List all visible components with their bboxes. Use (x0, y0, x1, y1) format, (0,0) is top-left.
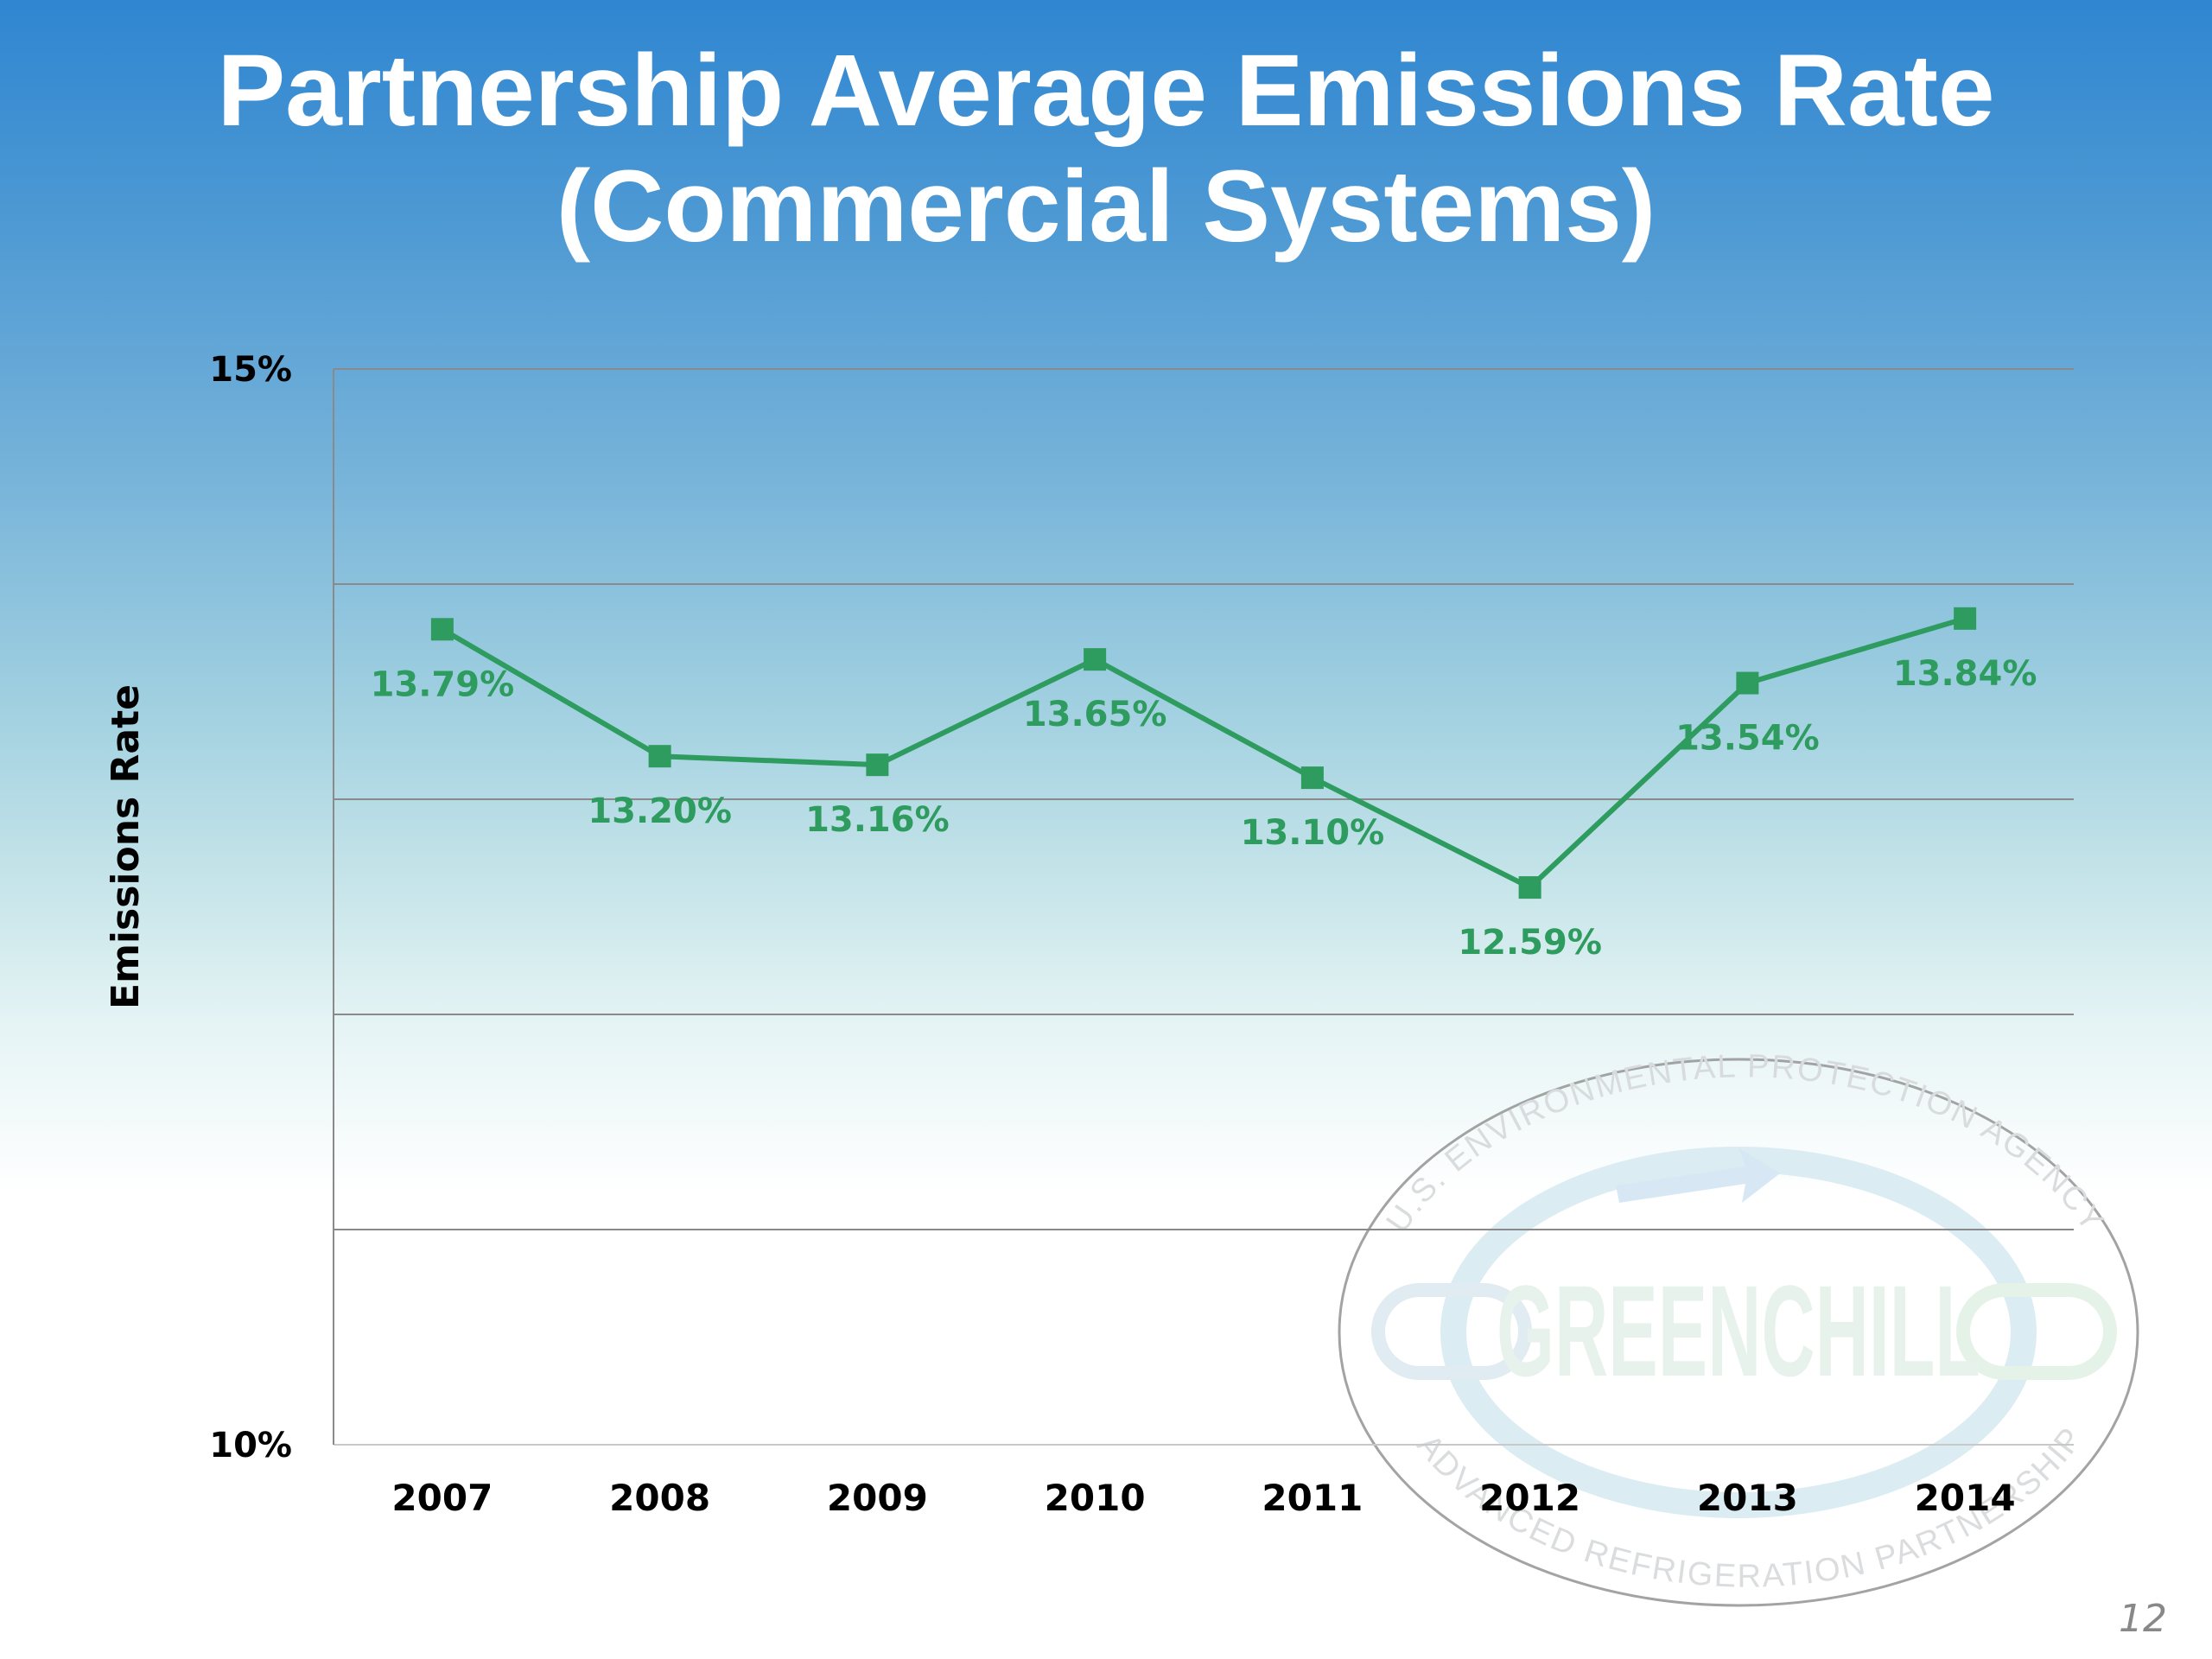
logo-pill-right (1956, 1283, 2117, 1380)
data-label: 13.10% (1241, 813, 1385, 853)
data-point-marker (1084, 648, 1107, 671)
series-line (441, 615, 1966, 891)
data-label: 13.84% (1893, 654, 2037, 694)
logo-wordmark: GREENCHILL (1497, 1258, 1980, 1403)
data-point-marker (1300, 766, 1324, 790)
x-tick-labels: 2007 2008 2009 2010 2011 2012 2013 2014 (391, 1477, 2015, 1519)
data-point-marker (1518, 876, 1541, 899)
logo-inner-ring (1440, 1147, 2037, 1518)
data-point-marker (1954, 607, 1977, 630)
x-tick-label: 2012 (1479, 1477, 1580, 1519)
logo-ring (1338, 1058, 2139, 1607)
x-tick-label: 2014 (1915, 1477, 2016, 1519)
greenchill-logo-watermark: GREENCHILL U.S. ENVIRONMENTAL PROTECTION… (1338, 1048, 2139, 1607)
title-line-2: (Commercial Systems) (556, 149, 1656, 264)
gridlines (334, 368, 2074, 1446)
data-point-marker (1736, 671, 1759, 695)
x-tick-label: 2009 (827, 1477, 928, 1519)
logo-top-text: U.S. ENVIRONMENTAL PROTECTION AGENCY (1380, 1048, 2112, 1239)
x-tick-label: 2008 (609, 1477, 710, 1519)
data-point-marker (866, 753, 889, 777)
title-line-1: Partnership Average Emissions Rate (217, 34, 1995, 148)
data-label: 12.59% (1458, 923, 1602, 963)
logo-arrow-icon (1616, 1147, 1780, 1203)
x-tick-label: 2011 (1262, 1477, 1363, 1519)
data-label: 13.79% (371, 664, 515, 704)
page-number: 12 (2119, 1597, 2167, 1641)
slide-title: Partnership Average Emissions Rate (Comm… (0, 33, 2212, 264)
data-label: 13.16% (805, 800, 950, 840)
data-point-marker (430, 618, 454, 641)
logo-pill-left (1371, 1283, 1532, 1380)
y-axis-title: Emissions Rate (104, 684, 148, 1009)
data-label: 13.20% (588, 791, 732, 831)
x-tick-label: 2010 (1045, 1477, 1146, 1519)
data-point-marker (648, 745, 671, 768)
y-tick-label: 15% (209, 350, 292, 390)
x-tick-label: 2013 (1697, 1477, 1798, 1519)
data-labels: 13.79% 13.20% 13.16% 13.65% 13.10% 12.59% 13.5… (371, 654, 2037, 963)
series-markers (430, 607, 1977, 899)
x-tick-label: 2007 (391, 1477, 493, 1519)
y-tick-labels: 15% 10% (209, 350, 292, 1465)
data-label: 13.65% (1023, 695, 1167, 734)
y-tick-label: 10% (209, 1426, 292, 1465)
data-label: 13.54% (1675, 719, 1820, 759)
